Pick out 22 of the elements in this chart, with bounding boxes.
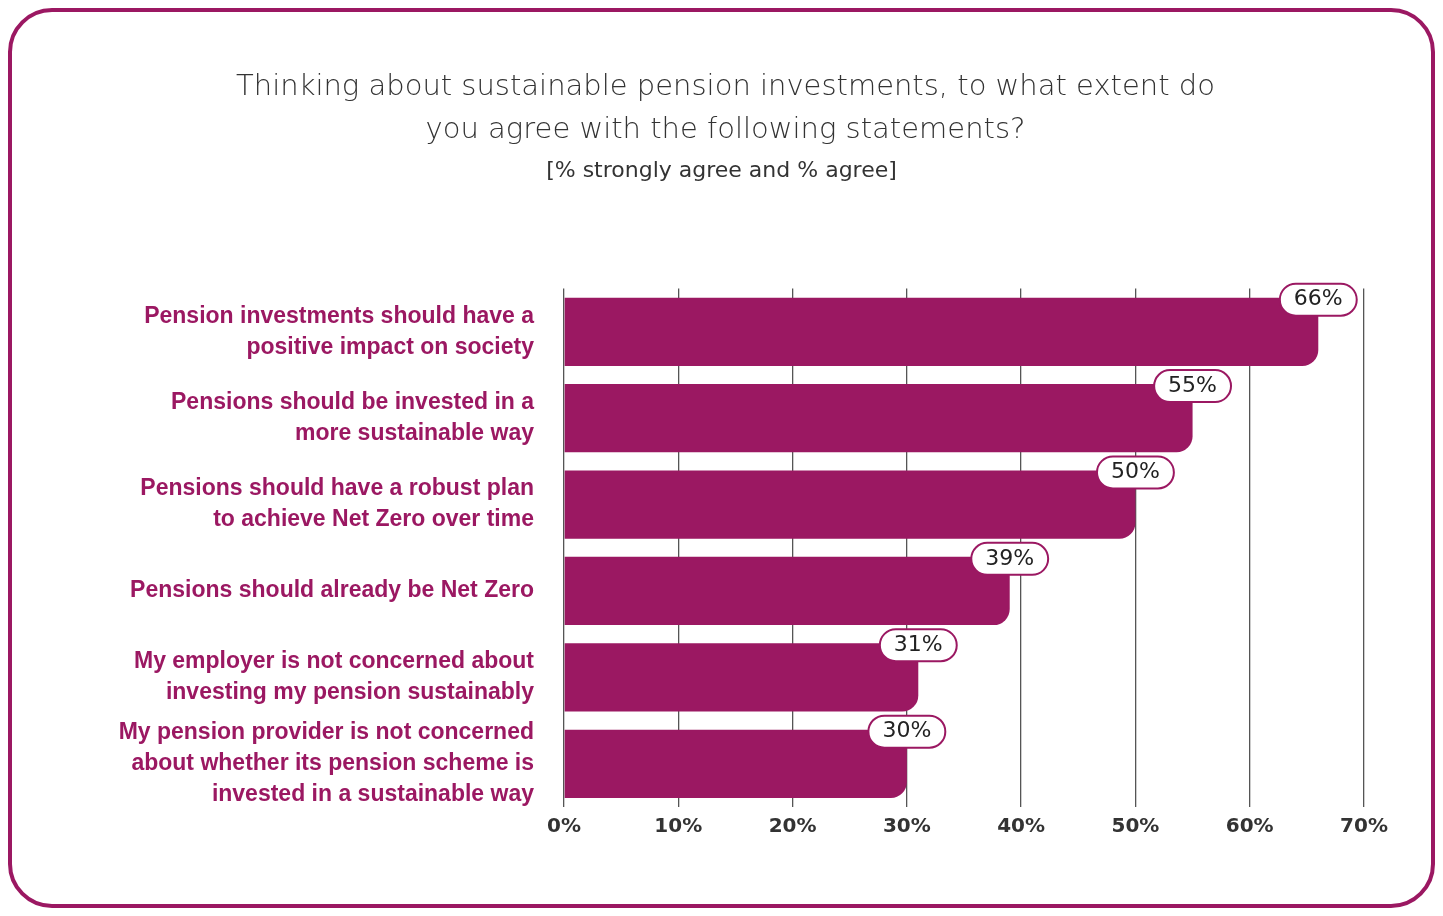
data-label: 50% <box>1110 458 1160 484</box>
data-label: 31% <box>893 630 943 656</box>
x-tick-label: 10% <box>654 813 703 838</box>
data-label: 39% <box>985 544 1035 570</box>
chart-title: Thinking about sustainable pension investments, to what extent do you agree with the following statements? <box>235 67 1216 147</box>
x-tick-label: 30% <box>882 813 931 838</box>
y-tick-label: Pensions should already be Net Zero <box>130 576 534 603</box>
y-tick-label: Pensions should have a robust plan to achieve Net Zero over time <box>140 474 534 532</box>
x-tick-label: 70% <box>1340 813 1388 838</box>
data-label: 30% <box>882 717 932 743</box>
y-tick-label: Pension investments should have a positive impact on society <box>144 301 535 359</box>
x-tick-label: 40% <box>997 813 1046 838</box>
x-tick-label: 50% <box>1111 813 1160 838</box>
x-tick-label: 20% <box>768 813 817 838</box>
data-label: 55% <box>1168 371 1218 397</box>
x-tick-label: 60% <box>1225 813 1274 838</box>
y-tick-label: My employer is not concerned about investing my pension sustainably <box>133 647 535 705</box>
y-tick-label: My pension provider is not concerned about whether its pension scheme is invested in a sustainable way <box>118 718 535 807</box>
chart-subtitle: [% strongly agree and % agree] <box>545 157 898 182</box>
x-tick-label: 0% <box>547 813 581 838</box>
data-label: 66% <box>1293 285 1343 311</box>
y-tick-label: Pensions should be invested in a more sustainable way <box>171 387 535 446</box>
